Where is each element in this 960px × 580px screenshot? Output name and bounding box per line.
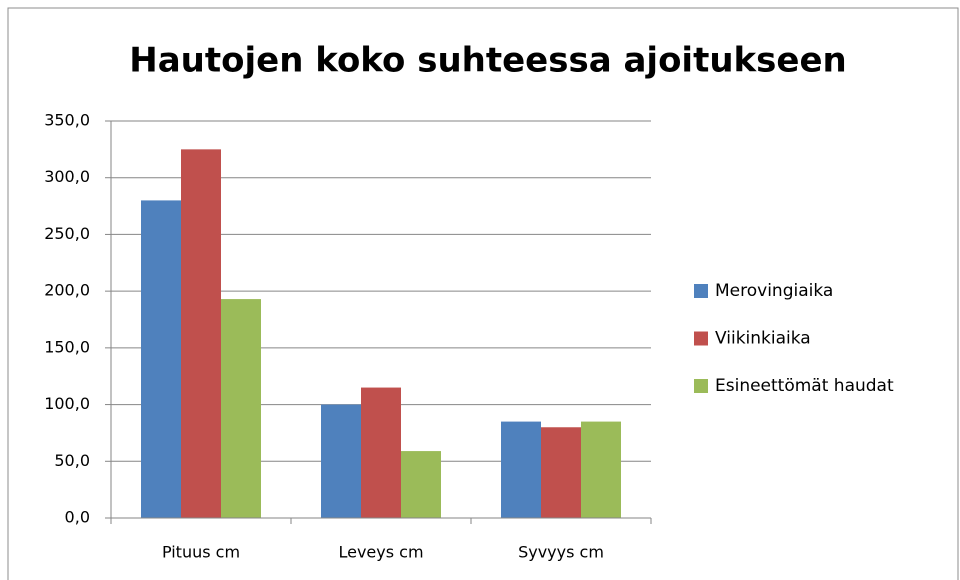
legend-label: Viikinkiaika	[715, 329, 811, 349]
bar	[581, 421, 621, 518]
bar	[401, 451, 441, 518]
bar	[141, 200, 181, 518]
y-tick-label: 200,0	[44, 281, 90, 300]
x-tick-label: Pituus cm	[162, 543, 240, 562]
x-tick-label: Syvyys cm	[518, 543, 604, 562]
x-tick-label: Leveys cm	[338, 543, 423, 562]
y-tick-label: 150,0	[44, 337, 90, 356]
legend-swatch	[694, 379, 708, 393]
chart-title: Hautojen koko suhteessa ajoitukseen	[129, 41, 846, 81]
y-tick-label: 100,0	[44, 394, 90, 413]
bar	[541, 427, 581, 518]
legend-swatch	[694, 284, 708, 298]
bar	[361, 387, 401, 518]
bar	[321, 404, 361, 518]
legend-label: Esineettömät haudat	[715, 376, 894, 396]
y-tick-label: 0,0	[65, 508, 90, 527]
y-tick-label: 250,0	[44, 224, 90, 243]
y-tick-label: 300,0	[44, 167, 90, 186]
bar	[501, 421, 541, 518]
legend-swatch	[694, 331, 708, 346]
legend-label: Merovingiaika	[715, 281, 833, 301]
y-tick-label: 350,0	[44, 111, 90, 130]
bar	[181, 149, 221, 518]
bar	[221, 299, 261, 518]
y-tick-label: 50,0	[54, 451, 90, 470]
